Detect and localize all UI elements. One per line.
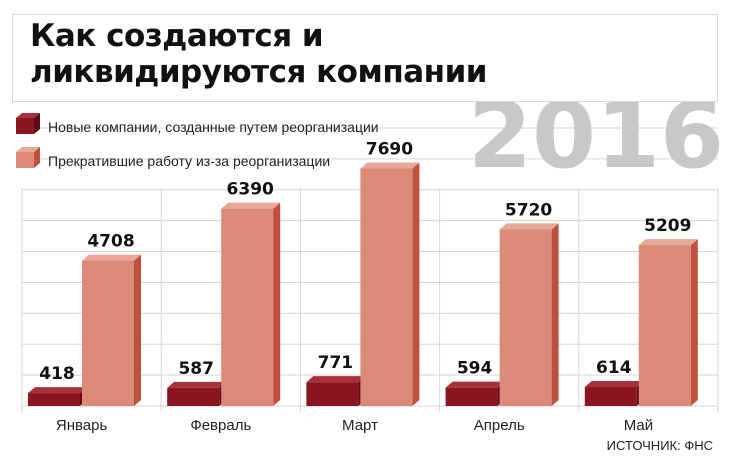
legend-label-series2: Прекратившие работу из-за реорганизации [48,153,330,169]
legend-swatch-series1-side [34,113,40,134]
bar-top [82,254,141,261]
bar-top [167,381,227,388]
bar-face [499,229,552,406]
bar-face [584,387,637,406]
source-note: ИСТОЧНИК: ФНС [606,438,713,453]
bar-series2-4 [638,239,698,406]
bar-series2-1 [221,202,281,406]
bar-side [551,223,559,406]
bar-top [221,202,281,209]
category-label: Апрель [474,417,525,434]
chart-title: Как создаются и ликвидируются компании [30,18,488,90]
value-label: 771 [318,353,354,373]
value-label: 5720 [505,200,552,220]
category-label: Май [624,417,653,434]
bar-series1-0 [28,387,87,406]
bar-face [221,208,274,406]
bar-face [360,168,413,406]
bar-side [412,162,420,406]
bar-side [690,239,698,406]
legend-swatch-series2-side [34,147,40,168]
legend-swatch-series2-top [16,147,40,152]
value-label: 418 [39,364,75,384]
bar-face [167,387,220,406]
bar-top [360,162,420,169]
legend-swatch-series2 [16,152,34,168]
bar-face [445,387,498,406]
legend-swatch-series1 [16,118,34,134]
bar-top [28,387,87,394]
bar-top [584,381,644,388]
value-label: 594 [457,359,493,379]
bar-series1-1 [167,381,227,406]
bar-series1-2 [306,376,366,406]
category-label: Январь [56,417,108,434]
bar-top [445,381,505,388]
value-label: 6390 [227,180,274,200]
bar-face [638,245,691,406]
legend-item-series1: Новые компании, созданные путем реоргани… [16,113,379,135]
legend-label-series1: Новые компании, созданные путем реоргани… [48,119,379,135]
value-label: 7690 [366,139,413,159]
bar-face [82,260,134,406]
bar-face [28,393,80,406]
bar-series2-2 [360,162,420,406]
bar-series2-0 [82,254,141,406]
legend: Новые компании, созданные путем реоргани… [16,113,379,169]
bar-series1-4 [584,381,644,406]
value-label: 4708 [87,232,134,252]
bar-top [499,223,559,230]
category-label: Февраль [190,417,251,434]
bar-face [306,382,359,406]
value-label: 5209 [644,216,691,236]
category-labels: Январь Февраль Март Апрель Май [56,417,653,434]
bars [28,162,698,406]
value-label: 614 [596,358,632,378]
value-label: 587 [178,359,214,379]
category-label: Март [342,417,378,434]
title-box [12,14,718,102]
legend-swatch-series1-top [16,113,40,118]
bar-series1-3 [445,381,505,406]
bar-series2-3 [499,223,559,406]
bar-top [638,239,698,246]
legend-item-series2: Прекратившие работу из-за реорганизации [16,147,330,169]
bar-top [306,376,366,383]
value-labels: 418 4708 587 6390 771 7690 594 5720 614 5209 [39,139,691,384]
bar-side [273,202,281,406]
bar-side [134,254,141,406]
